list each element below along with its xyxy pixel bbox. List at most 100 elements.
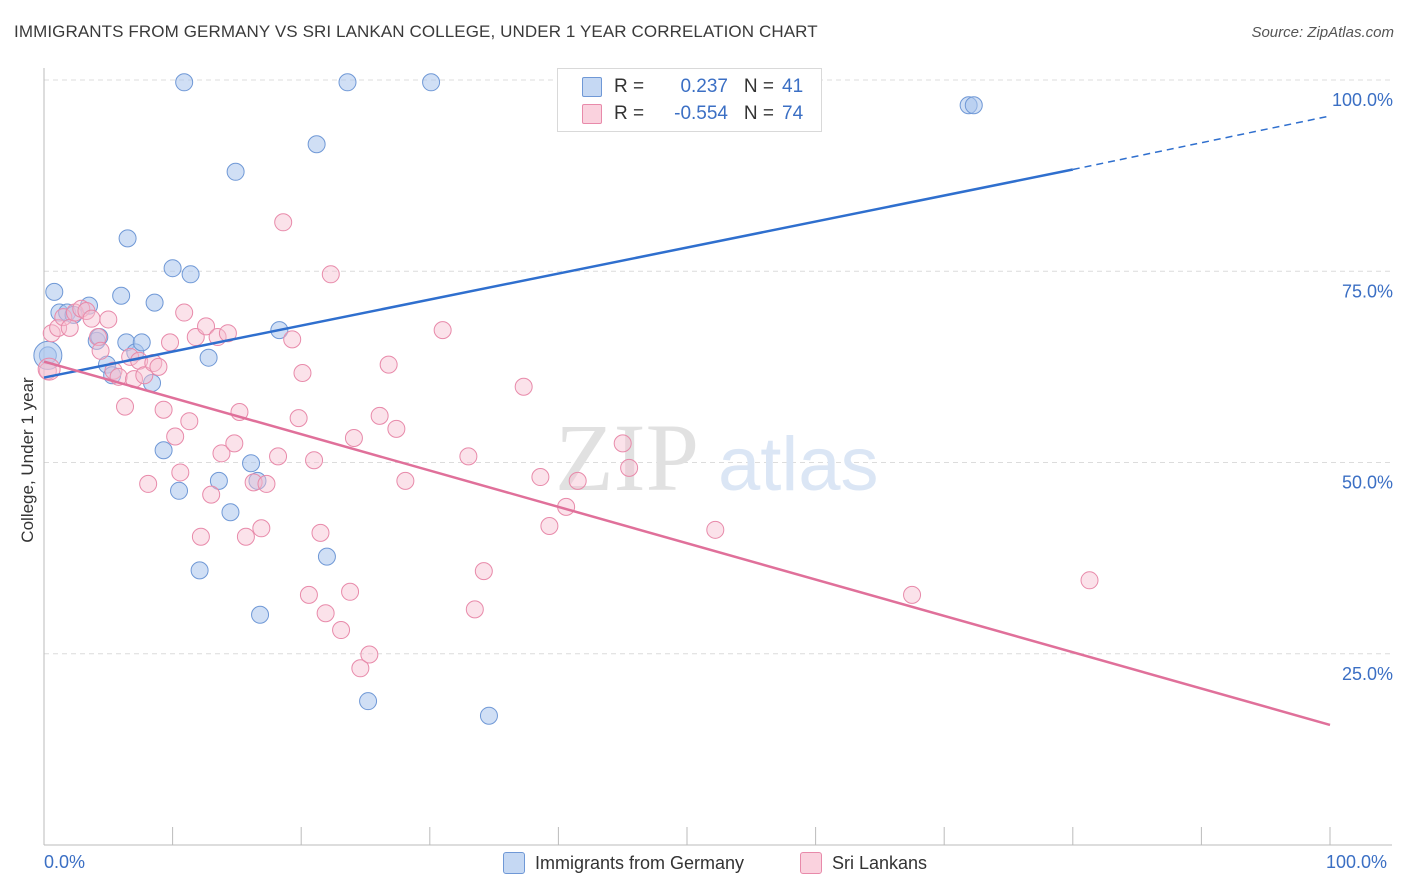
y-tick-labels: 25.0% 50.0% 75.0% 100.0% bbox=[1332, 90, 1393, 684]
srilankan-point-50 bbox=[321, 265, 340, 284]
series-legend: Immigrants from Germany Sri Lankans bbox=[0, 852, 1406, 878]
srilankan-point-63 bbox=[474, 562, 493, 581]
srilankan-point-62 bbox=[465, 600, 484, 619]
trend-lines bbox=[43, 115, 1331, 727]
y-tick-label-0: 25.0% bbox=[1342, 664, 1393, 684]
srilankan-point-26 bbox=[175, 303, 194, 322]
srilankan-point-41 bbox=[269, 447, 288, 466]
germany-point-12 bbox=[118, 229, 137, 248]
legend-item-srilankan: Sri Lankans bbox=[800, 852, 927, 874]
srilankan-point-71 bbox=[706, 520, 725, 539]
germany-point-10 bbox=[112, 286, 131, 305]
srilankan-point-27 bbox=[180, 412, 199, 431]
germany-trend-line bbox=[43, 168, 1074, 379]
srilankan-point-59 bbox=[396, 471, 415, 490]
srilankan-point-47 bbox=[305, 451, 324, 470]
srilankan-point-24 bbox=[166, 427, 185, 446]
germany-point-23 bbox=[199, 348, 218, 367]
germany-point-31 bbox=[307, 135, 326, 154]
stats-legend: R = 0.237 N = 41 R = -0.554 N = 74 bbox=[557, 68, 822, 132]
stats-row-srilankan: R = -0.554 N = 74 bbox=[582, 102, 803, 126]
srilankan-point-37 bbox=[236, 527, 255, 546]
srilankan-point-10 bbox=[91, 341, 110, 360]
srilankan-point-34 bbox=[218, 324, 237, 343]
n-value: 74 bbox=[782, 103, 804, 124]
germany-point-27 bbox=[242, 454, 261, 473]
germany-point-20 bbox=[175, 73, 194, 92]
y-axis-label: College, Under 1 year bbox=[18, 377, 37, 543]
r-label: R = bbox=[614, 76, 645, 97]
legend-swatch-srilankan bbox=[800, 852, 822, 874]
srilankan-point-25 bbox=[171, 463, 190, 482]
srilankan-point-29 bbox=[191, 527, 210, 546]
srilankan-point-68 bbox=[568, 471, 587, 490]
watermark-atlas: atlas bbox=[718, 422, 879, 507]
srilankan-point-4 bbox=[60, 318, 79, 337]
germany-point-1 bbox=[45, 282, 64, 301]
n-label: N = bbox=[743, 103, 774, 124]
srilankan-point-65 bbox=[531, 468, 550, 487]
germany-point-14 bbox=[132, 333, 151, 352]
germany-point-36 bbox=[479, 706, 498, 725]
watermark-zip: ZIP bbox=[555, 404, 699, 511]
germany-point-33 bbox=[338, 73, 357, 92]
x-tick-min: 0.0% bbox=[44, 852, 86, 872]
srilankan-point-42 bbox=[274, 213, 293, 232]
germany-trend-extension bbox=[1072, 115, 1331, 171]
srilankan-point-48 bbox=[311, 523, 330, 542]
srilankan-point-30 bbox=[197, 317, 216, 336]
stats-row-germany: R = 0.237 N = 41 bbox=[582, 75, 803, 99]
grid-lines bbox=[44, 79, 1392, 655]
srilankan-point-60 bbox=[433, 321, 452, 340]
germany-point-18 bbox=[163, 259, 182, 278]
srilankan-point-3 bbox=[54, 308, 73, 327]
srilankan-point-46 bbox=[299, 585, 318, 604]
y-tick-label-1: 50.0% bbox=[1342, 473, 1393, 493]
srilankan-point-54 bbox=[351, 659, 370, 678]
germany-point-35 bbox=[422, 73, 441, 92]
y-tick-label-3: 100.0% bbox=[1332, 90, 1393, 110]
germany-swatch bbox=[582, 77, 602, 97]
srilankan-point-11 bbox=[99, 310, 118, 329]
srilankan-point-45 bbox=[293, 363, 312, 382]
axes bbox=[43, 68, 1392, 846]
srilankan-point-35 bbox=[225, 434, 244, 453]
srilankan-point-52 bbox=[341, 582, 360, 601]
srilankan-point-21 bbox=[149, 357, 168, 376]
srilankan-point-61 bbox=[459, 447, 478, 466]
germany-point-29 bbox=[251, 605, 270, 624]
legend-item-germany: Immigrants from Germany bbox=[503, 852, 744, 874]
n-value: 41 bbox=[782, 76, 804, 97]
srilankan-point-72 bbox=[903, 585, 922, 604]
r-value: 0.237 bbox=[680, 76, 728, 97]
legend-label-germany: Immigrants from Germany bbox=[535, 852, 745, 873]
srilankan-point-70 bbox=[620, 458, 639, 477]
srilankan-point-55 bbox=[360, 645, 379, 664]
srilankan-point-44 bbox=[289, 409, 308, 428]
germany-point-22 bbox=[190, 561, 209, 580]
germany-point-19 bbox=[170, 481, 189, 500]
srilankan-point-66 bbox=[540, 516, 559, 535]
x-tick-max: 100.0% bbox=[1326, 852, 1388, 872]
srilankan-point-57 bbox=[379, 355, 398, 374]
srilankan-point-38 bbox=[244, 473, 263, 492]
germany-point-26 bbox=[226, 162, 245, 181]
srilankan-point-14 bbox=[116, 397, 135, 416]
germany-point-25 bbox=[221, 503, 240, 522]
srilankan-point-40 bbox=[257, 474, 276, 493]
srilankan-point-56 bbox=[370, 406, 389, 425]
srilankan-point-43 bbox=[283, 330, 302, 349]
srilankan-point-19 bbox=[139, 474, 158, 493]
source-note: Source: ZipAtlas.com bbox=[1251, 24, 1394, 41]
germany-point-17 bbox=[154, 441, 173, 460]
srilankan-point-23 bbox=[161, 333, 180, 352]
germany-point-16 bbox=[145, 293, 164, 312]
series-germany-points bbox=[33, 73, 983, 725]
r-label: R = bbox=[614, 103, 645, 124]
legend-swatch-germany bbox=[503, 852, 525, 874]
srilankan-point-53 bbox=[344, 429, 363, 448]
srilankan-point-69 bbox=[613, 434, 632, 453]
germany-point-40 bbox=[964, 96, 983, 115]
srilankan-point-8 bbox=[82, 309, 101, 328]
srilankan-point-12 bbox=[104, 361, 123, 380]
